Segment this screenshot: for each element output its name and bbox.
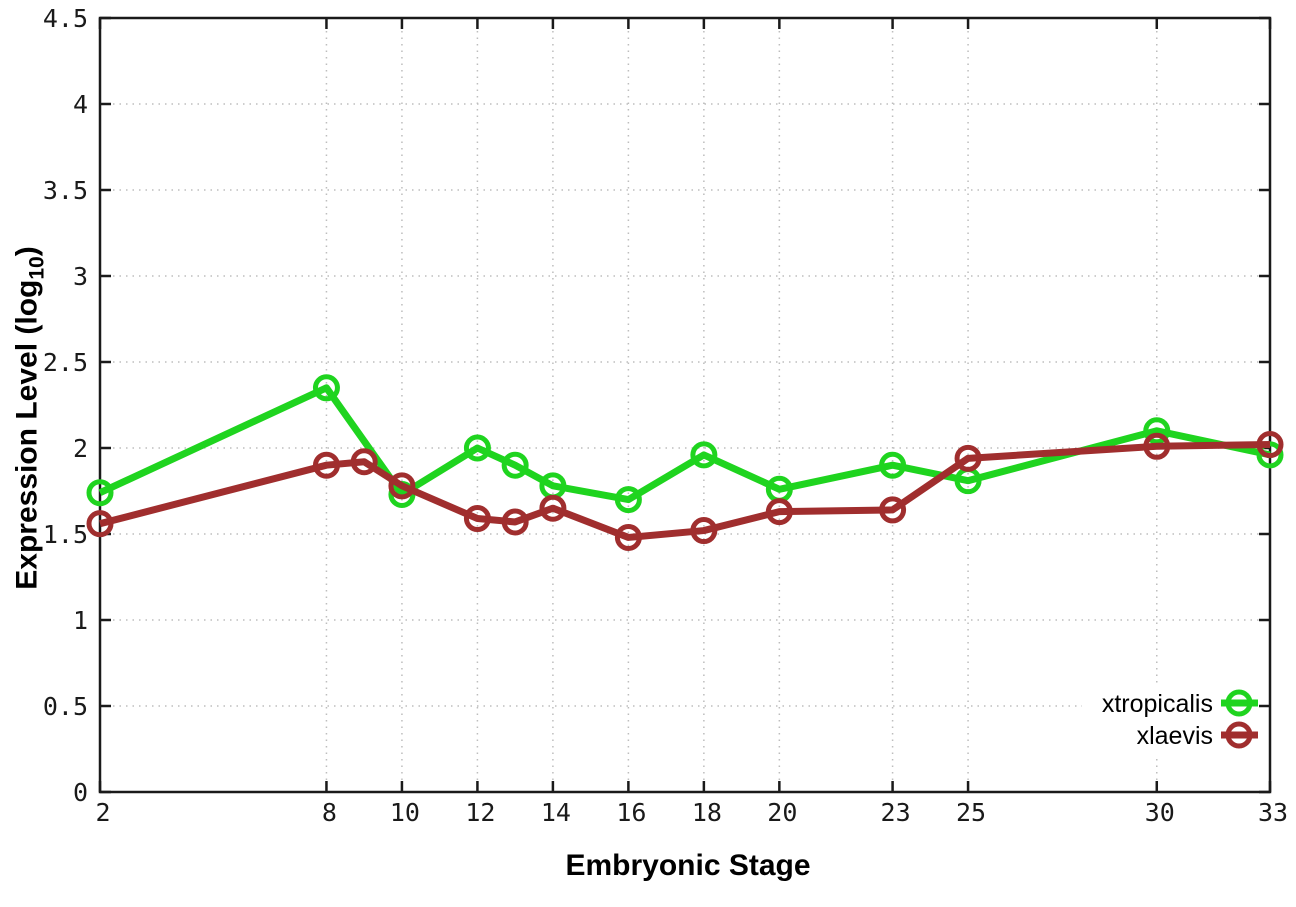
y-tick-label: 4.5 <box>43 4 88 33</box>
y-axis-title-close: ) <box>10 246 44 257</box>
x-tick-label: 33 <box>1258 798 1288 827</box>
x-tick-label: 30 <box>1145 798 1175 827</box>
y-tick-label: 2 <box>73 434 88 463</box>
y-tick-label: 2.5 <box>43 348 88 377</box>
xlaevis-data-point <box>312 451 340 479</box>
y-axis-title-subscript: 10 <box>25 256 49 280</box>
xlaevis-data-point <box>463 505 491 533</box>
x-axis-title: Embryonic Stage <box>565 849 811 882</box>
legend-label-xtropicalis: xtropicalis <box>1102 690 1213 718</box>
xtropicalis-data-point <box>1143 417 1171 445</box>
xlaevis-data-point <box>765 498 793 526</box>
x-tick-label: 12 <box>465 798 495 827</box>
y-axis-title-text: Expression Level (log <box>10 279 44 590</box>
legend-marker-xlaevis <box>1225 721 1253 749</box>
y-tick-label: 3.5 <box>43 176 88 205</box>
x-tick-label: 23 <box>881 798 911 827</box>
xtropicalis-line <box>98 384 1271 504</box>
legend-marker-xtropicalis <box>1225 689 1253 717</box>
xtropicalis-data-point <box>690 441 718 469</box>
xlaevis-data-point <box>388 472 416 500</box>
xlaevis-data-point <box>1143 432 1171 460</box>
xlaevis-data-point <box>954 444 982 472</box>
x-tick-label: 14 <box>541 798 571 827</box>
x-tick-label: 18 <box>692 798 722 827</box>
y-axis-title: Expression Level (log10) <box>11 246 50 589</box>
y-tick-label: 1 <box>73 606 88 635</box>
x-tick-label: 16 <box>616 798 646 827</box>
xlaevis-data-point <box>501 508 529 536</box>
x-tick-label: 2 <box>95 798 110 827</box>
x-tick-label: 8 <box>322 798 337 827</box>
x-tick-label: 10 <box>390 798 420 827</box>
x-tick-label: 25 <box>956 798 986 827</box>
xtropicalis-data-point <box>312 374 340 402</box>
legend-box <box>1082 684 1266 754</box>
legend-label-xlaevis: xlaevis <box>1137 722 1213 750</box>
xtropicalis-data-point <box>86 479 114 507</box>
xtropicalis-data-point <box>463 434 491 462</box>
xlaevis-data-point <box>1256 431 1284 459</box>
xlaevis-data-point <box>614 523 642 551</box>
xtropicalis-data-point <box>879 451 907 479</box>
plot-border <box>98 16 1272 794</box>
xlaevis-data-point <box>350 448 378 476</box>
y-tick-label: 0.5 <box>43 692 88 721</box>
x-tick-label: 20 <box>767 798 797 827</box>
y-tick-label: 1.5 <box>43 520 88 549</box>
xtropicalis-data-point <box>614 486 642 514</box>
xlaevis-line <box>99 441 1271 541</box>
xtropicalis-data-point <box>1256 441 1284 469</box>
y-tick-label: 4 <box>73 90 88 119</box>
xlaevis-data-point <box>539 494 567 522</box>
xlaevis-data-point <box>86 510 114 538</box>
xtropicalis-data-point <box>501 451 529 479</box>
y-tick-label: 3 <box>73 262 88 291</box>
y-tick-label: 0 <box>73 778 88 807</box>
xlaevis-data-point <box>879 496 907 524</box>
xlaevis-data-point <box>690 517 718 545</box>
